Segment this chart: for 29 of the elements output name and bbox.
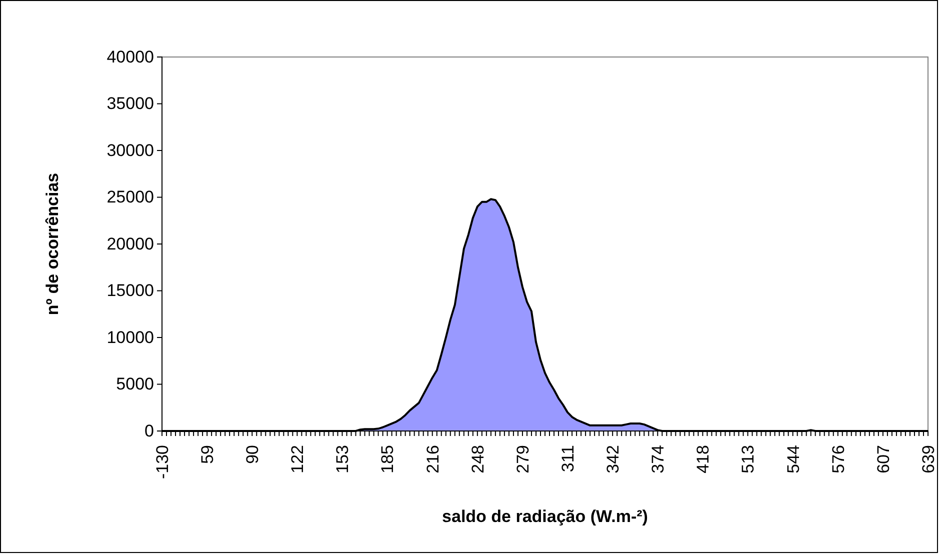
x-tick-label: 248: [468, 445, 488, 474]
x-tick-label: 342: [604, 445, 623, 474]
x-tick-label: 59: [198, 445, 218, 464]
x-axis-title: saldo de radiação (W.m-²): [442, 507, 648, 526]
y-tick-label: 20000: [106, 234, 154, 254]
x-tick-label: 607: [874, 445, 893, 474]
x-tick-label: 544: [784, 445, 803, 474]
y-tick-label: 15000: [106, 281, 154, 300]
y-axis-title: nº de ocorrências: [43, 172, 62, 316]
x-tick-label: 122: [288, 445, 308, 474]
x-tick-label: -130: [152, 445, 172, 480]
x-tick-label: 576: [828, 445, 848, 474]
x-tick-label: 90: [243, 445, 262, 464]
y-tick-label: 40000: [106, 47, 154, 66]
x-tick-label: 418: [694, 445, 713, 474]
y-tick-label: 5000: [116, 374, 154, 394]
x-tick-label: 216: [423, 445, 442, 474]
y-tick-label: 0: [144, 421, 154, 440]
x-tick-label: 153: [333, 445, 352, 474]
y-tick-label: 30000: [106, 140, 154, 160]
x-tick-label: 311: [558, 445, 578, 472]
x-tick-label: 639: [918, 445, 938, 474]
y-tick-label: 35000: [106, 94, 154, 114]
x-tick-label: 374: [648, 445, 668, 474]
x-tick-label: 185: [378, 445, 398, 474]
y-tick-label: 25000: [106, 188, 154, 207]
x-tick-label: 279: [513, 445, 532, 474]
x-tick-label: 513: [738, 445, 758, 474]
y-tick-label: 10000: [106, 328, 154, 347]
